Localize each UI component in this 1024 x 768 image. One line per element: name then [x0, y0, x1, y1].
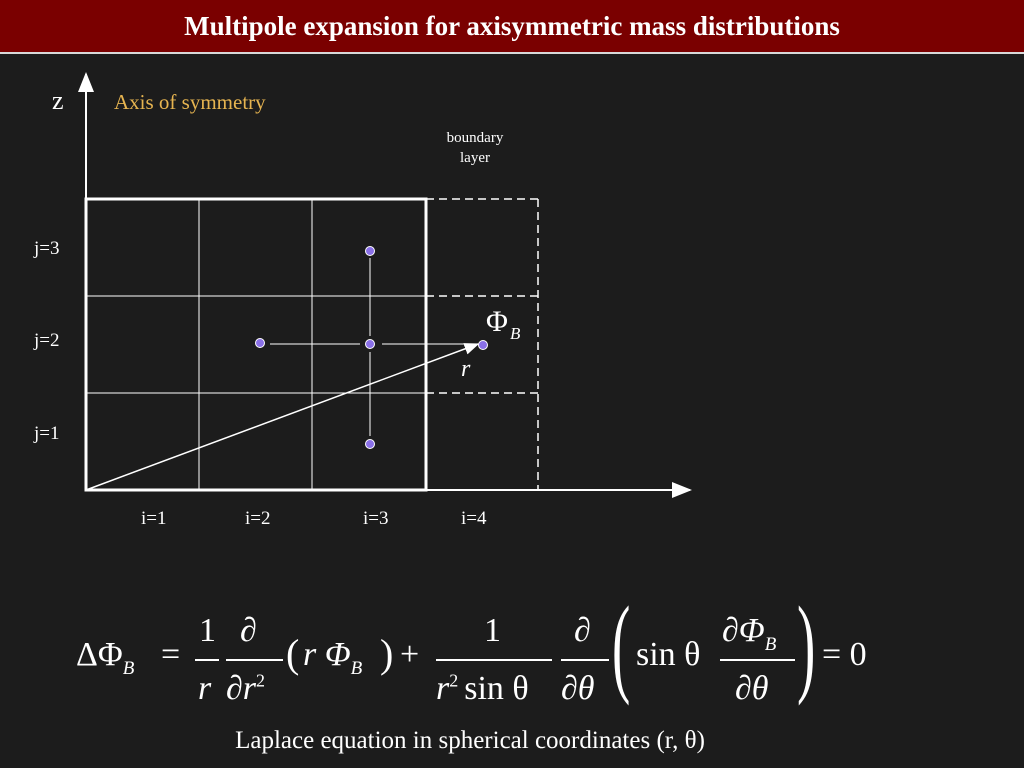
eq-lparen-2: ( — [612, 584, 631, 706]
axis-of-symmetry-label: Axis of symmetry — [114, 90, 266, 114]
boundary-label-line2: layer — [460, 150, 490, 166]
boundary-layer-label: boundary layer — [436, 128, 514, 168]
eq-equals: = — [161, 636, 181, 673]
row-label-j3: j=3 — [34, 238, 60, 259]
title-bar: Multipole expansion for axisymmetric mas… — [0, 0, 1024, 54]
eq-frac1-num: 1 — [199, 612, 216, 649]
eq-frac5-den: ∂θ — [735, 670, 769, 707]
eq-lhs: ΔΦB — [76, 636, 134, 679]
grid-point-bottom — [365, 439, 375, 449]
r-label: r — [461, 356, 471, 382]
grid-point-left — [255, 338, 265, 348]
z-axis-label: z — [52, 86, 64, 115]
eq-frac2-bar — [226, 659, 283, 661]
grid-point-boundary — [478, 340, 488, 350]
eq-dphi-sub: B — [764, 634, 777, 655]
eq-zero: = 0 — [822, 636, 867, 673]
eq-dr: ∂r — [226, 670, 257, 707]
eq-dphi: ∂Φ — [722, 612, 765, 649]
eq-rphi: r ΦB — [303, 636, 362, 679]
eq-frac4-num: ∂ — [574, 612, 591, 649]
eq-frac3-r: r — [436, 670, 450, 707]
equation-caption: Laplace equation in spherical coordinate… — [235, 727, 705, 754]
col-label-i1: i=1 — [141, 508, 167, 529]
eq-frac3-sup: 2 — [449, 670, 459, 691]
eq-rparen-1: ) — [380, 631, 394, 676]
eq-frac5-bar — [720, 659, 795, 661]
eq-frac2-num: ∂ — [240, 612, 257, 649]
eq-sin: sin θ — [636, 636, 701, 673]
eq-plus: + — [400, 636, 420, 673]
eq-frac4-den: ∂θ — [561, 670, 595, 707]
col-label-i3: i=3 — [363, 508, 389, 529]
eq-rparen-2: ) — [797, 584, 816, 706]
eq-lhs-sub: B — [122, 658, 135, 679]
eq-frac4-bar — [561, 659, 609, 661]
grid-point-center — [365, 339, 375, 349]
eq-frac3-den: r2 sin θ — [436, 670, 529, 708]
r-vector — [85, 343, 480, 491]
eq-rphi-sub: B — [350, 658, 363, 679]
phi-symbol: Φ — [486, 305, 508, 338]
eq-rphi-text: r Φ — [303, 636, 351, 673]
col-label-i2: i=2 — [245, 508, 271, 529]
eq-dr-sup: 2 — [256, 670, 266, 691]
row-label-j2: j=2 — [34, 330, 60, 351]
eq-frac2-den: ∂r2 — [226, 670, 265, 708]
eq-delta-phi: ΔΦ — [76, 636, 123, 673]
grid-point-top — [365, 246, 375, 256]
eq-frac1-den: r — [198, 670, 212, 707]
slide-title: Multipole expansion for axisymmetric mas… — [184, 10, 840, 41]
eq-frac1-bar — [195, 659, 219, 661]
row-label-j1: j=1 — [34, 423, 60, 444]
eq-frac3-sin: sin θ — [464, 670, 529, 707]
eq-lparen-1: ( — [286, 631, 300, 676]
col-label-i4: i=4 — [461, 508, 487, 529]
eq-frac5-num: ∂ΦB — [722, 612, 776, 655]
eq-frac3-num: 1 — [484, 612, 501, 649]
boundary-label-line1: boundary — [446, 130, 504, 146]
phi-subscript: B — [509, 324, 521, 343]
boundary-layer — [426, 198, 539, 490]
eq-frac3-bar — [436, 659, 552, 661]
